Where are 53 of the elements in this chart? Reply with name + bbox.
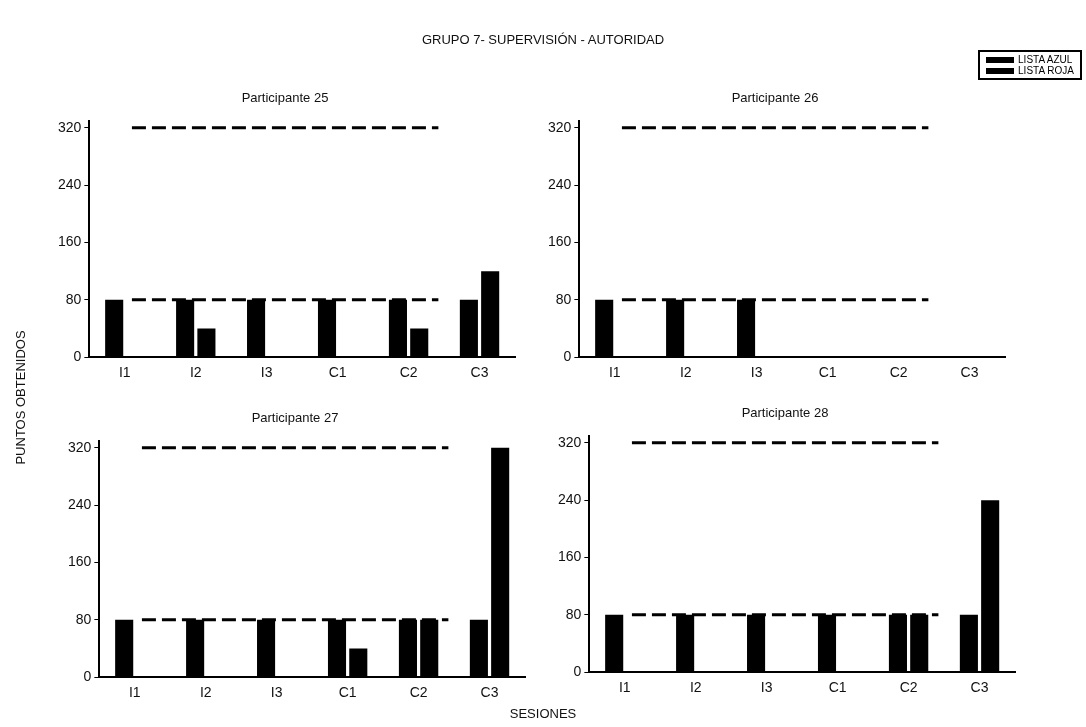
x-tick-label: I2 bbox=[679, 364, 692, 381]
y-tick-label: 160 bbox=[548, 233, 572, 250]
y-tick-label: 80 bbox=[565, 605, 582, 622]
y-tick-label: 80 bbox=[65, 290, 82, 307]
x-tick-label: I1 bbox=[118, 364, 131, 381]
x-tick-label: I2 bbox=[189, 364, 202, 381]
x-tick-label: I1 bbox=[608, 364, 621, 381]
y-tick-label: 80 bbox=[555, 290, 572, 307]
y-tick-label: 240 bbox=[548, 175, 572, 192]
chart-title: Participante 25 bbox=[241, 90, 329, 106]
y-tick-label: 0 bbox=[73, 348, 82, 365]
x-tick-label: C3 bbox=[470, 364, 489, 381]
x-tick-label: I2 bbox=[199, 684, 212, 701]
x-tick-label: C2 bbox=[409, 684, 428, 701]
x-tick-label: C1 bbox=[338, 684, 357, 701]
x-tick-label: I1 bbox=[128, 684, 141, 701]
x-tick-label: I3 bbox=[750, 364, 763, 381]
x-tick-label: I3 bbox=[260, 364, 273, 381]
y-tick-label: 320 bbox=[58, 118, 82, 135]
x-tick-label: C2 bbox=[889, 364, 908, 381]
text: GRUPO 7- SUPERVISIÓN - AUTORIDAD bbox=[420, 32, 666, 47]
y-tick-label: 0 bbox=[563, 348, 572, 365]
x-tick-label: I3 bbox=[270, 684, 283, 701]
y-tick-label: 320 bbox=[558, 433, 582, 450]
x-tick-label: C2 bbox=[899, 679, 918, 696]
legend-label: LISTA AZUL bbox=[1018, 54, 1073, 65]
x-tick-label: C3 bbox=[970, 679, 989, 696]
x-tick-label: C3 bbox=[480, 684, 499, 701]
x-tick-label: C1 bbox=[328, 364, 347, 381]
x-axis-title: SESIONES bbox=[508, 706, 578, 721]
y-tick-label: 240 bbox=[58, 175, 82, 192]
x-tick-label: C1 bbox=[828, 679, 847, 696]
y-axis-title: PUNTOS OBTENIDOS bbox=[12, 329, 28, 467]
y-tick-label: 160 bbox=[58, 233, 82, 250]
y-tick-label: 160 bbox=[558, 548, 582, 565]
y-tick-label: 0 bbox=[83, 668, 92, 685]
y-tick-label: 160 bbox=[68, 553, 92, 570]
x-tick-label: I3 bbox=[760, 679, 773, 696]
y-tick-label: 0 bbox=[573, 663, 582, 680]
y-tick-label: 80 bbox=[75, 610, 92, 627]
chart-title: Participante 27 bbox=[251, 410, 339, 426]
x-tick-label: I2 bbox=[689, 679, 702, 696]
y-tick-label: 240 bbox=[558, 490, 582, 507]
y-tick-label: 320 bbox=[68, 438, 92, 455]
x-tick-label: C1 bbox=[818, 364, 837, 381]
x-tick-label: C2 bbox=[399, 364, 418, 381]
y-tick-label: 320 bbox=[548, 118, 572, 135]
x-tick-label: C3 bbox=[960, 364, 979, 381]
x-tick-label: I1 bbox=[618, 679, 631, 696]
chart-title: Participante 26 bbox=[731, 90, 819, 106]
y-tick-label: 240 bbox=[68, 495, 92, 512]
chart-title: Participante 28 bbox=[741, 405, 829, 421]
legend-label: LISTA ROJA bbox=[1018, 65, 1074, 76]
